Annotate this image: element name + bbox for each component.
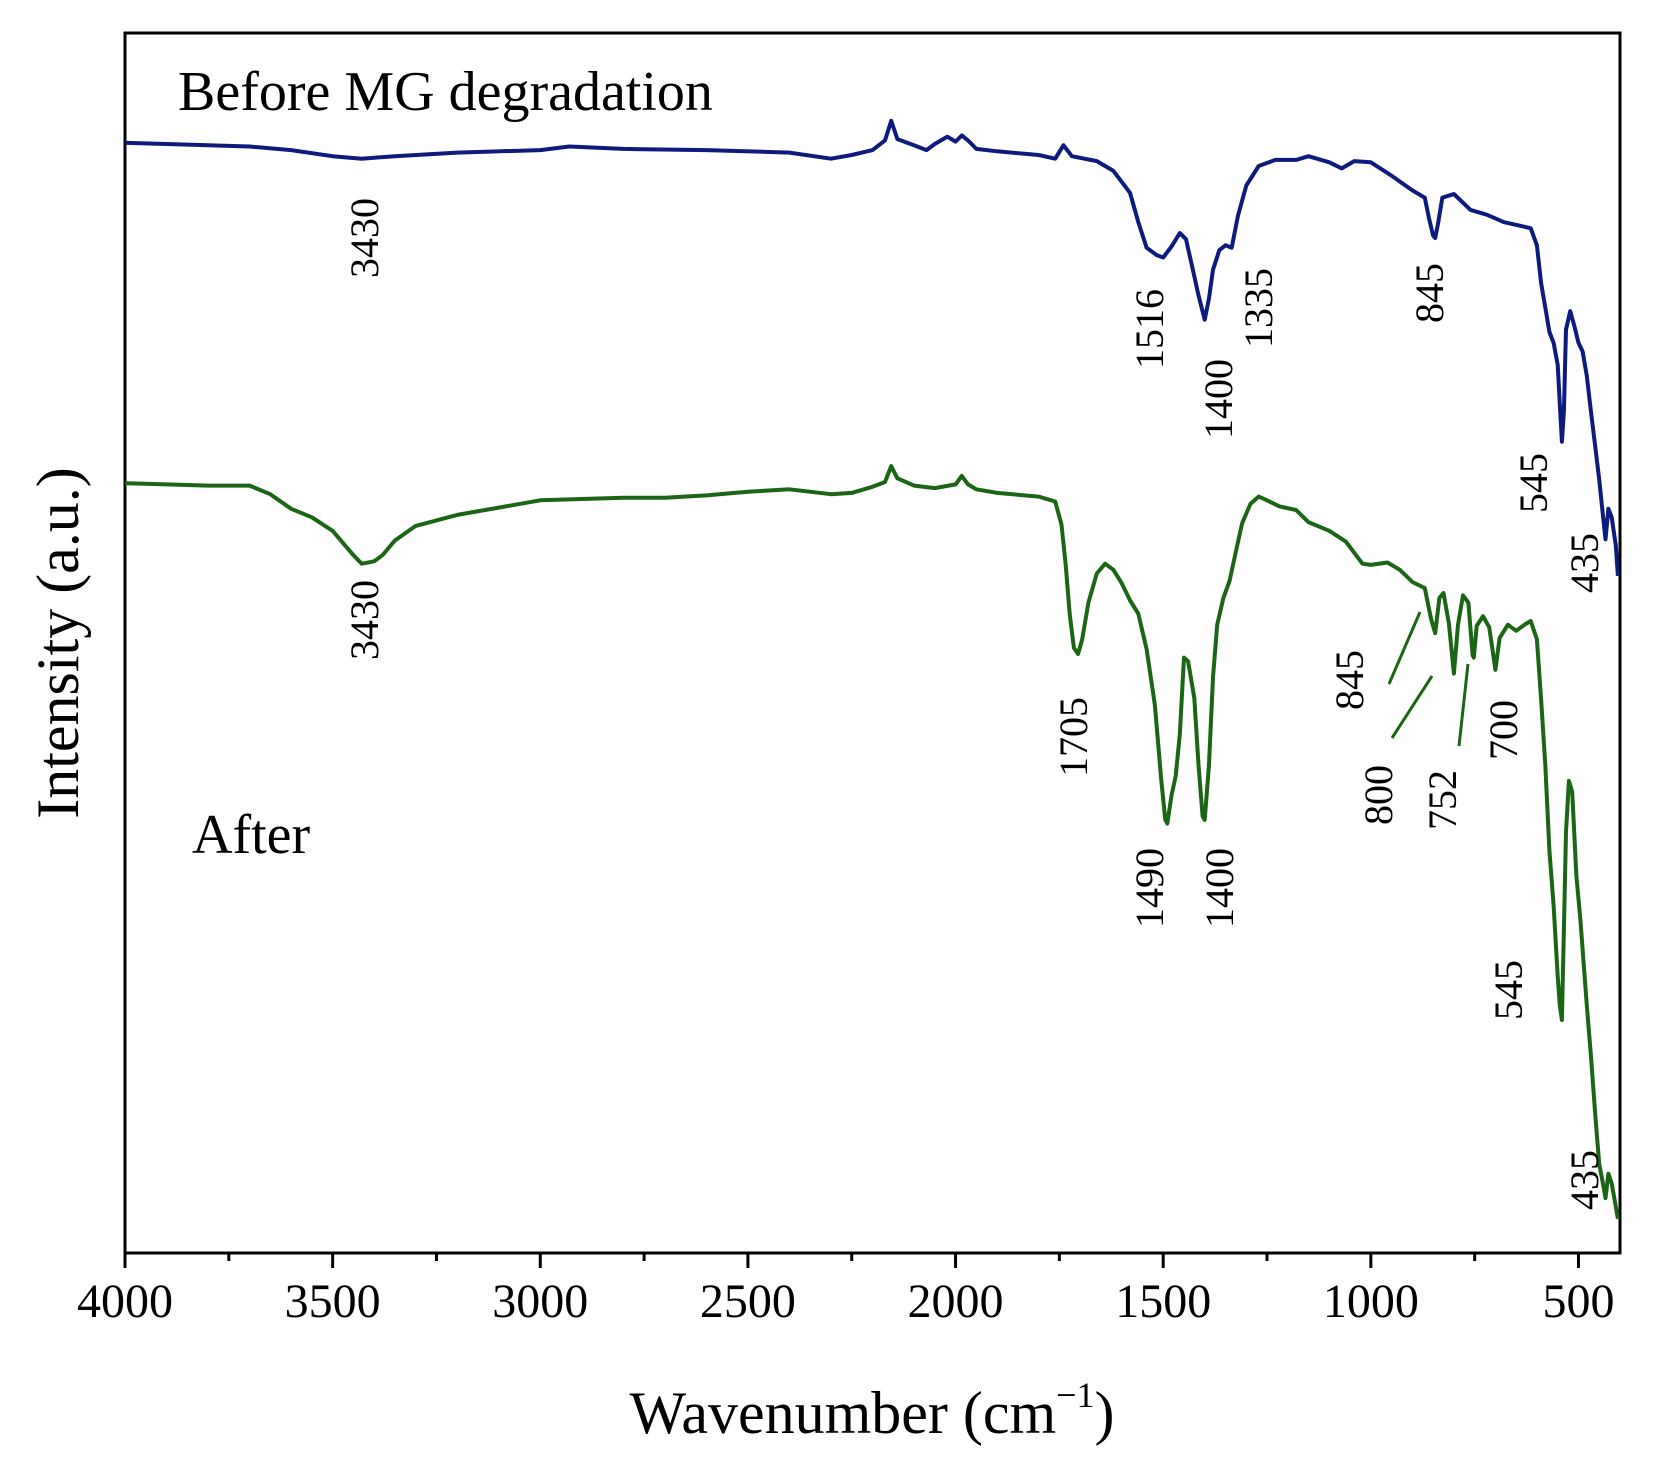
peak-label: 1400 — [1197, 848, 1242, 928]
peak-label: 1705 — [1051, 697, 1096, 777]
x-tick-label: 2500 — [700, 1275, 796, 1328]
series-line-before — [124, 118, 1620, 577]
x-tick-label: 4000 — [77, 1275, 173, 1328]
peak-leader-line — [1390, 675, 1434, 739]
series-label-before: Before MG degradation — [178, 61, 713, 123]
plot-frame — [123, 31, 1622, 1255]
x-axis-title-sup: −1 — [1056, 1375, 1094, 1415]
peak-label: 435 — [1562, 1150, 1607, 1210]
x-tick-label: 3000 — [492, 1275, 588, 1328]
x-tick-label: 1000 — [1323, 1275, 1419, 1328]
peak-leader-lines — [1387, 611, 1470, 747]
x-axis-ticks — [123, 1253, 1580, 1268]
x-tick-label: 1500 — [1115, 1275, 1211, 1328]
x-tick-label: 500 — [1542, 1275, 1614, 1328]
peak-leader-line — [1457, 663, 1470, 747]
peak-label: 3430 — [342, 580, 387, 660]
peak-label: 545 — [1486, 960, 1531, 1020]
x-tick-label: 2000 — [908, 1275, 1004, 1328]
x-axis-title-close: ) — [1094, 1380, 1114, 1446]
peak-label: 845 — [1407, 263, 1452, 323]
peak-label: 700 — [1481, 700, 1526, 760]
peak-label: 1490 — [1127, 848, 1172, 928]
peak-label: 435 — [1562, 533, 1607, 593]
peak-leader-line — [1387, 611, 1422, 685]
peak-label: 800 — [1356, 765, 1401, 825]
peak-labels-before: 3430 1516 1400 1335 845 545 435 — [342, 198, 1607, 593]
peak-label: 1516 — [1127, 289, 1172, 369]
y-axis-title: Intensity (a.u.) — [25, 467, 91, 819]
peak-label: 545 — [1511, 453, 1556, 513]
peak-label: 1335 — [1236, 268, 1281, 348]
peak-label: 845 — [1327, 650, 1372, 710]
x-axis-tick-labels: 4000 3500 3000 2500 2000 1500 1000 500 — [77, 1275, 1614, 1328]
peak-label: 752 — [1420, 770, 1465, 830]
series-line-after — [124, 464, 1620, 1220]
peak-label: 3430 — [342, 198, 387, 278]
x-tick-label: 3500 — [285, 1275, 381, 1328]
peak-labels-after: 3430 1705 1490 1400 845 800 752 700 545 … — [342, 580, 1607, 1210]
peak-label: 1400 — [1196, 359, 1241, 439]
series-label-after: After — [192, 804, 311, 866]
x-axis-title-main: Wavenumber (cm — [630, 1380, 1057, 1446]
x-axis-title: Wavenumber (cm−1) — [630, 1375, 1115, 1446]
